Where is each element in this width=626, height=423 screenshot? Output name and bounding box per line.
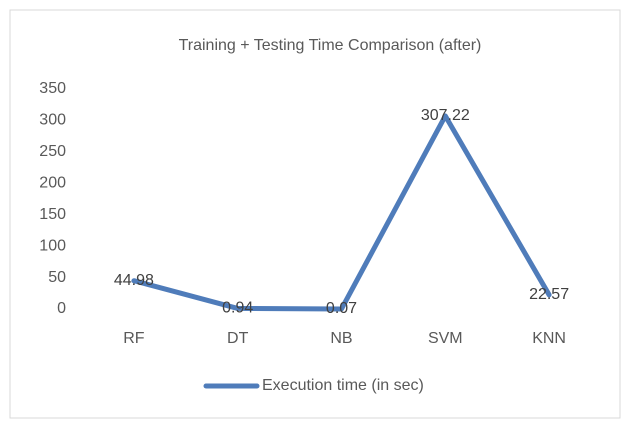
x-tick-label: KNN xyxy=(532,330,566,347)
chart-title: Training + Testing Time Comparison (afte… xyxy=(179,37,482,54)
y-tick-label: 50 xyxy=(48,269,66,286)
y-tick-label: 0 xyxy=(57,300,66,317)
data-label: 0.07 xyxy=(326,300,357,317)
data-label: 44.98 xyxy=(114,272,154,289)
y-tick-label: 150 xyxy=(39,206,66,223)
line-series xyxy=(131,113,552,312)
y-tick-label: 200 xyxy=(39,175,66,192)
chart-border xyxy=(9,9,621,419)
x-tick-label: NB xyxy=(330,330,352,347)
data-label: 0.94 xyxy=(222,300,253,317)
y-tick-label: 250 xyxy=(39,143,66,160)
data-label: 307.22 xyxy=(421,107,470,124)
y-tick-label: 300 xyxy=(39,112,66,129)
data-label: 22.57 xyxy=(529,286,569,303)
legend-label: Execution time (in sec) xyxy=(262,377,424,394)
x-tick-label: RF xyxy=(123,330,145,347)
x-tick-label: SVM xyxy=(428,330,463,347)
y-tick-label: 350 xyxy=(39,80,66,97)
x-tick-label: DT xyxy=(227,330,249,347)
y-tick-label: 100 xyxy=(39,237,66,254)
